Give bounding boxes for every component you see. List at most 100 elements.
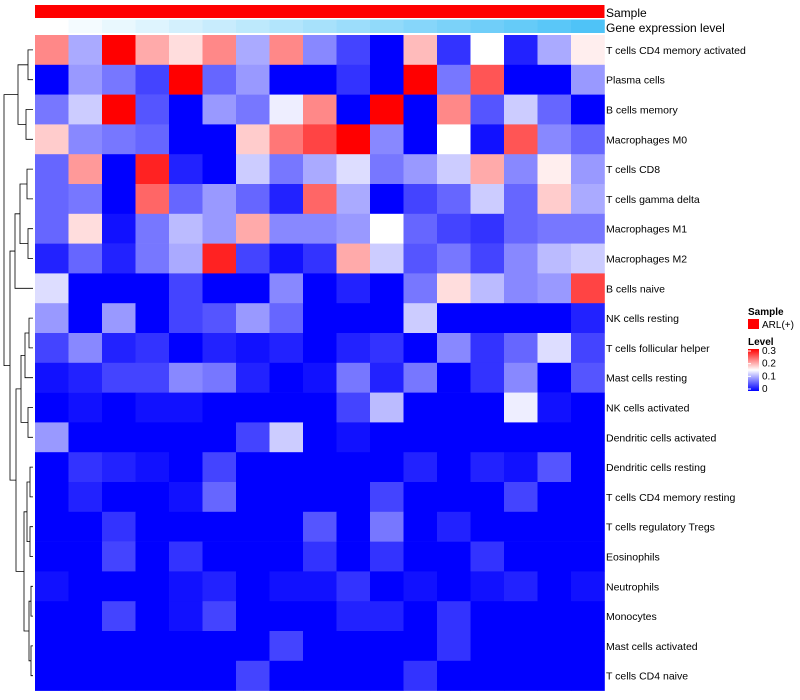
heatmap-cell: [370, 333, 404, 364]
heatmap-cell: [336, 154, 371, 185]
heatmap-cell: [403, 482, 438, 513]
heatmap-cell: [102, 124, 136, 155]
expression-annotation-cell: [470, 19, 505, 33]
dendrogram-branch: [30, 645, 33, 677]
heatmap-cell: [169, 213, 203, 244]
heatmap-cell: [370, 660, 404, 691]
heatmap-cell: [169, 452, 203, 483]
heatmap-cell: [135, 213, 170, 244]
heatmap-cell: [537, 362, 572, 393]
heatmap-cell: [269, 243, 304, 274]
heatmap-cell: [102, 273, 136, 304]
heatmap-cell: [537, 631, 572, 662]
heatmap-cell: [35, 213, 69, 244]
expression-annotation-cell: [269, 19, 304, 33]
heatmap-cell: [135, 124, 170, 155]
row-label: T cells CD4 memory resting: [606, 492, 735, 504]
heatmap-cell: [202, 333, 237, 364]
heatmap-cell: [236, 333, 270, 364]
heatmap-cell: [102, 362, 136, 393]
row-label: Eosinophils: [606, 552, 660, 564]
row-label: NK cells resting: [606, 313, 679, 325]
heatmap-cell: [202, 273, 237, 304]
heatmap-cell: [403, 541, 438, 572]
heatmap-cell: [202, 154, 237, 185]
heatmap-cell: [303, 243, 337, 274]
heatmap-cell: [403, 35, 438, 66]
heatmap-cell: [403, 273, 438, 304]
heatmap-cell: [504, 482, 538, 513]
heatmap-cell: [504, 124, 538, 155]
heatmap-cell: [571, 303, 605, 334]
heatmap-cell: [236, 35, 270, 66]
heatmap-cell: [202, 64, 237, 95]
heatmap-cell: [470, 511, 505, 542]
dendrogram-branch: [27, 228, 33, 259]
heatmap-cell: [303, 571, 337, 602]
heatmap-cell: [236, 482, 270, 513]
heatmap-cell: [437, 94, 471, 125]
heatmap-cell: [470, 362, 505, 393]
dendrogram-branch: [26, 481, 30, 542]
heatmap-cell: [35, 631, 69, 662]
heatmap-cell: [35, 184, 69, 215]
heatmap-cell: [102, 511, 136, 542]
heatmap-cell: [68, 482, 103, 513]
heatmap-cell: [470, 482, 505, 513]
heatmap-cell: [35, 571, 69, 602]
heatmap-cell: [336, 303, 371, 334]
heatmap-cell: [303, 184, 337, 215]
expression-annotation-cell: [571, 19, 605, 33]
row-label: Mast cells resting: [606, 373, 687, 385]
heatmap-cell: [35, 64, 69, 95]
heatmap-cell: [437, 213, 471, 244]
heatmap-cell: [303, 94, 337, 125]
heatmap-cell: [370, 422, 404, 453]
heatmap-cell: [135, 273, 170, 304]
heatmap-cell: [504, 94, 538, 125]
heatmap-cell: [102, 482, 136, 513]
heatmap-cell: [437, 631, 471, 662]
heatmap-cell: [202, 184, 237, 215]
row-label: Monocytes: [606, 611, 657, 623]
heatmap-cell: [504, 571, 538, 602]
heatmap-cell: [370, 392, 404, 423]
expression-annotation-cell: [135, 19, 170, 33]
heatmap-cell: [68, 422, 103, 453]
expression-annotation-cell: [169, 19, 203, 33]
dendrogram-branch: [29, 466, 33, 498]
heatmap-cell: [470, 124, 505, 155]
heatmap-cell: [403, 631, 438, 662]
heatmap-cell: [470, 631, 505, 662]
heatmap-cell: [35, 273, 69, 304]
heatmap-cell: [68, 35, 103, 66]
dendrogram-branch: [25, 109, 33, 140]
heatmap-cell: [537, 541, 572, 572]
heatmap-cell: [403, 422, 438, 453]
heatmap-cell: [169, 422, 203, 453]
row-label: T cells follicular helper: [606, 343, 710, 355]
row-labels: T cells CD4 memory activated Plasma cells…: [606, 45, 746, 683]
heatmap-cell: [437, 392, 471, 423]
heatmap-cell: [269, 452, 304, 483]
heatmap-cell: [537, 422, 572, 453]
heatmap-cell: [370, 243, 404, 274]
heatmap-cell: [403, 571, 438, 602]
heatmap-cell: [135, 541, 170, 572]
heatmap-cell: [571, 511, 605, 542]
heatmap-cell: [35, 660, 69, 691]
heatmap-cell: [169, 64, 203, 95]
heatmap-cell: [504, 511, 538, 542]
row-label: T cells gamma delta: [606, 194, 700, 206]
heatmap-cell: [470, 213, 505, 244]
heatmap-cell: [135, 64, 170, 95]
heatmap-cell: [202, 94, 237, 125]
heatmap-cell: [336, 631, 371, 662]
heatmap-cell: [102, 660, 136, 691]
expression-annotation-cell: [35, 19, 69, 33]
heatmap-cell: [336, 124, 371, 155]
heatmap-cell: [236, 601, 270, 632]
dendrogram-branch: [27, 407, 33, 438]
heatmap-cell: [336, 184, 371, 215]
heatmap-cell: [135, 362, 170, 393]
